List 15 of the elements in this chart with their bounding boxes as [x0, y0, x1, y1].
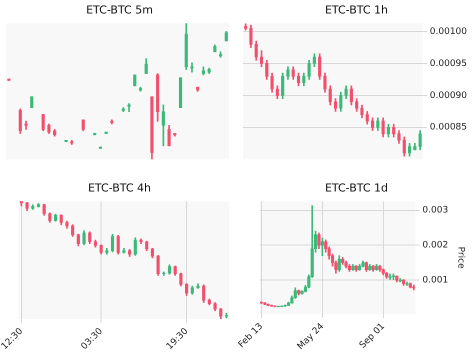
chart-title: ETC-BTC 1h [324, 3, 388, 16]
candlestick [178, 77, 182, 108]
chart-title: ETC-BTC 4h [88, 181, 152, 194]
y-axis-title: Price [455, 246, 466, 270]
y-tick-label: 0.00100 [430, 26, 468, 37]
y-tick-label: 0.003 [422, 206, 448, 216]
y-tick-label: 0.002 [422, 240, 448, 251]
y-tick-label: 0.00095 [430, 58, 467, 69]
y-tick-label: 0.00090 [430, 90, 468, 101]
chart-title: ETC-BTC 5m [86, 3, 153, 16]
x-tick-label: Feb 13 [236, 322, 266, 350]
y-tick-label: 0.001 [422, 276, 448, 286]
chart-title: ETC-BTC 1d [324, 181, 388, 194]
y-tick-label: 0.00085 [430, 122, 467, 133]
x-tick-label: Sep 01 [358, 322, 388, 351]
